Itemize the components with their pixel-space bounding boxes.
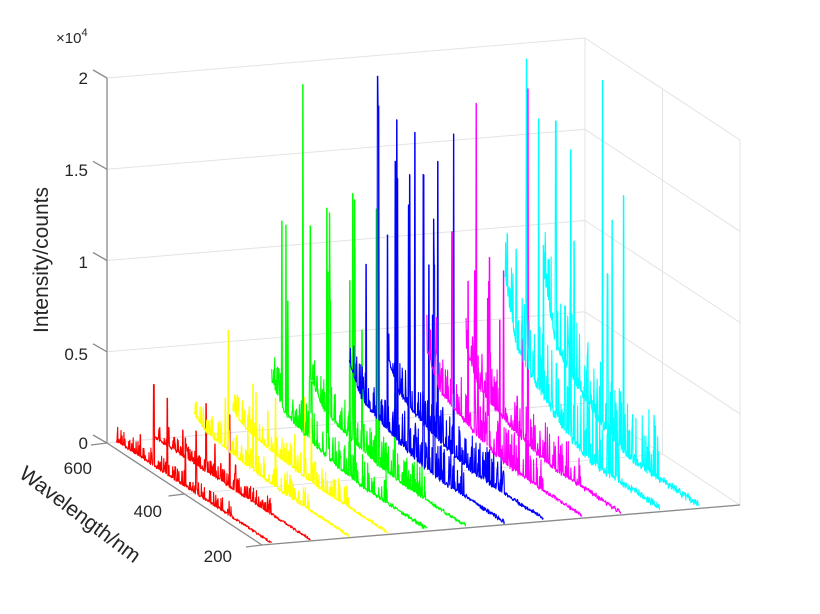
multiplier-base: ×10 (56, 30, 81, 47)
y-tick-mark (168, 493, 185, 497)
z-tick-0.5: 0.5 (64, 345, 88, 364)
spectrum-line (116, 383, 273, 543)
spectrum-line (309, 105, 467, 527)
axes (90, 69, 741, 548)
wavelength-axis-ticks: 600 400 200 (64, 459, 232, 566)
spectrum-line (193, 329, 350, 538)
z-tick-mark (92, 69, 108, 79)
z-tick-0: 0 (79, 434, 88, 453)
floor-gridline (184, 453, 663, 495)
back-wall-gridline (106, 220, 586, 261)
z-exponent-label: ×104 (56, 27, 88, 47)
spectrum-line (504, 58, 661, 510)
y-tick-mark (90, 442, 108, 446)
spectrum-line (232, 394, 389, 534)
z-tick-mark (92, 160, 108, 170)
z-tick-1.5: 1.5 (64, 161, 88, 180)
z-tick-mark (92, 343, 108, 353)
z-tick-mark (92, 434, 108, 444)
spectrum-line (271, 84, 428, 529)
back-wall-gridline (106, 128, 586, 170)
z-tick-mark (92, 251, 108, 262)
spectrum-line (348, 75, 505, 525)
y-tick-400: 400 (134, 502, 162, 521)
spectrum-line (542, 79, 699, 507)
back-wall-gridline (106, 37, 586, 79)
y-tick-200: 200 (204, 547, 232, 566)
z-axis-title: Intensity/counts (30, 187, 53, 333)
multiplier-exp: 4 (81, 27, 87, 39)
back-wall-gridline (106, 311, 586, 353)
spectrum-line (426, 231, 583, 517)
z-axis-ticks: 0 0.5 1 1.5 2 (64, 69, 88, 453)
y-tick-600: 600 (64, 459, 92, 478)
spectrum-line (465, 88, 622, 514)
x-axis-line (261, 504, 741, 546)
z-tick-1: 1 (79, 253, 88, 272)
spectra-series (116, 58, 699, 543)
z-tick-2: 2 (79, 69, 88, 88)
spectrum-line (154, 403, 311, 541)
y-tick-mark (245, 544, 263, 548)
spectrum-line (387, 119, 544, 520)
svg-text:×104: ×104 (56, 27, 88, 47)
